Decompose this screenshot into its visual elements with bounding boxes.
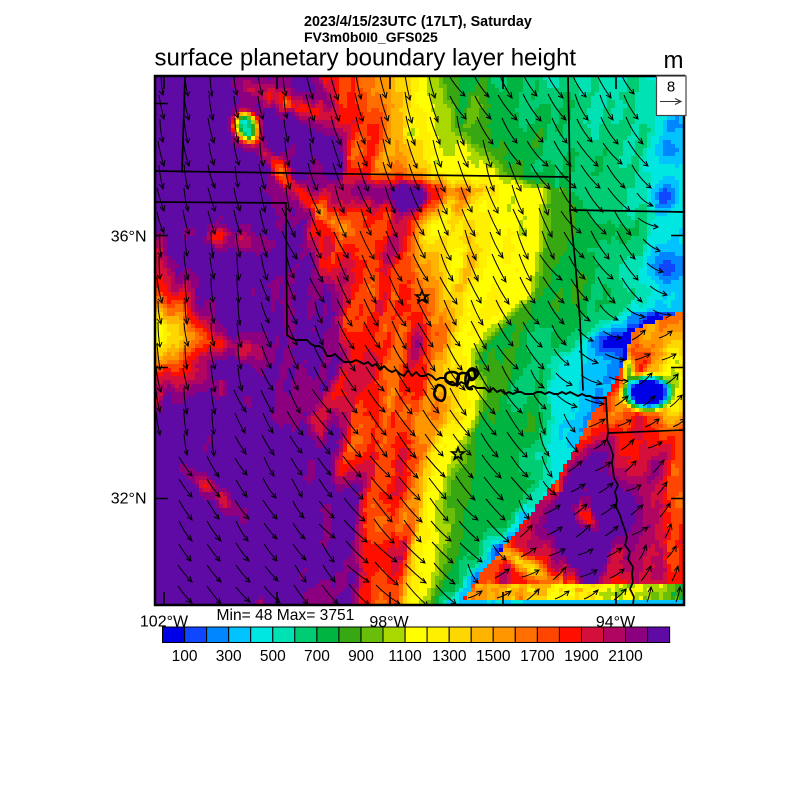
svg-text:1500: 1500 (476, 648, 511, 665)
svg-text:500: 500 (260, 648, 286, 665)
svg-text:100: 100 (172, 648, 198, 665)
svg-text:36°N: 36°N (111, 229, 147, 246)
svg-text:FV3m0b0I0_GFS025: FV3m0b0I0_GFS025 (304, 29, 438, 45)
svg-text:2100: 2100 (608, 648, 643, 665)
svg-text:surface planetary boundary lay: surface planetary boundary layer height (155, 45, 577, 72)
svg-text:300: 300 (216, 648, 242, 665)
svg-text:1900: 1900 (564, 648, 599, 665)
svg-text:700: 700 (304, 648, 330, 665)
svg-text:1100: 1100 (388, 648, 422, 665)
svg-text:8: 8 (667, 79, 675, 96)
svg-text:1700: 1700 (520, 648, 555, 665)
svg-text:Min= 48 Max= 3751: Min= 48 Max= 3751 (217, 607, 355, 624)
svg-text:1300: 1300 (432, 648, 467, 665)
svg-text:m: m (664, 47, 684, 74)
svg-text:2023/4/15/23UTC (17LT), Saturd: 2023/4/15/23UTC (17LT), Saturday (304, 14, 532, 30)
svg-text:32°N: 32°N (111, 491, 147, 508)
svg-text:102°W: 102°W (140, 614, 189, 631)
svg-text:900: 900 (348, 648, 374, 665)
